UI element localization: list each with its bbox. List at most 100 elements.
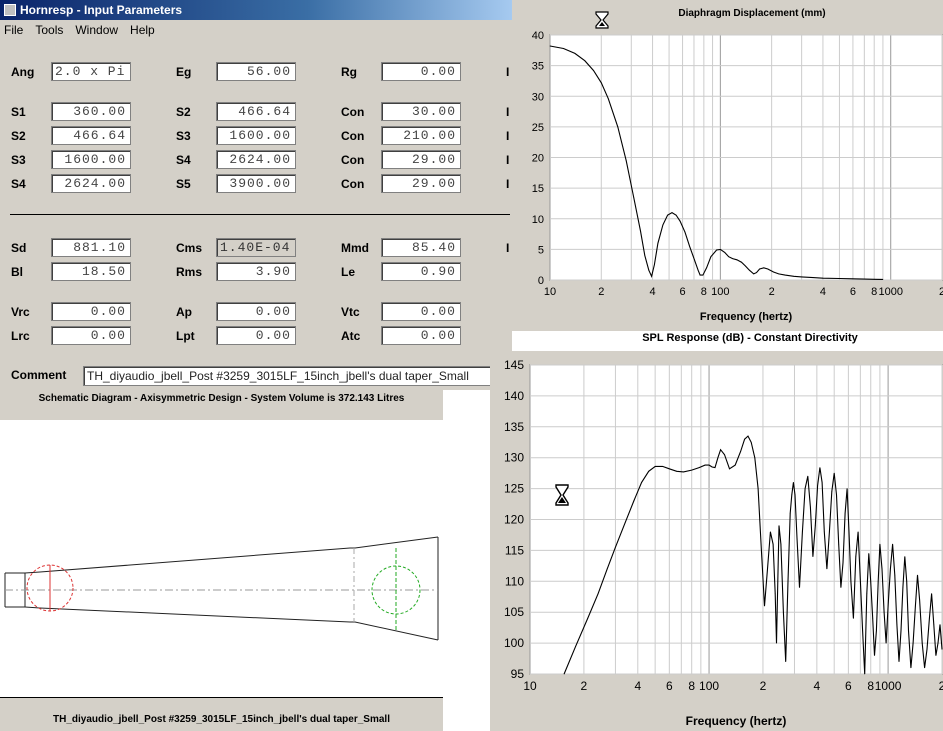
x-tick-label: 6 <box>845 679 852 693</box>
menu-help[interactable]: Help <box>130 23 155 37</box>
param-field-vrc-chambers-0-0[interactable]: 0.00 <box>51 302 131 321</box>
data-point <box>874 655 875 656</box>
data-point <box>770 531 771 533</box>
param-field-eg-row1-1[interactable]: 56.00 <box>216 62 296 81</box>
hourglass-shape <box>555 484 569 506</box>
data-point <box>887 605 889 607</box>
menu-bar: File Tools Window Help <box>0 20 512 40</box>
param-field-atc-chambers-1-2[interactable]: 0.00 <box>381 326 461 345</box>
data-point <box>846 488 848 489</box>
param-field-s3-horn-1-1[interactable]: 1600.00 <box>216 126 296 145</box>
data-point <box>892 543 893 545</box>
param-field-cms-driver-0-1[interactable]: 1.40E-04 <box>216 238 296 257</box>
displacement-chart-window: Diaphragm Displacement (mm) 0 5 10 15 20 25 30… <box>512 0 943 331</box>
param-field-vtc-chambers-0-2[interactable]: 0.00 <box>381 302 461 321</box>
param-field-bl-driver-1-0[interactable]: 18.50 <box>51 262 131 281</box>
window-title: Hornresp - Input Parameters <box>20 3 183 17</box>
data-point <box>741 261 742 263</box>
data-point <box>777 580 779 582</box>
y-tick-label: 125 <box>504 482 524 496</box>
data-point <box>720 449 721 451</box>
param-field-s4-horn-2-1[interactable]: 2624.00 <box>216 150 296 169</box>
param-field-con-horn-2-2[interactable]: 29.00 <box>381 150 461 169</box>
window-titlebar[interactable]: Hornresp - Input Parameters <box>0 0 512 20</box>
data-point <box>728 256 730 258</box>
y-tick-label: 130 <box>504 451 524 465</box>
data-point <box>941 648 943 650</box>
data-point <box>836 494 837 496</box>
param-label-rg-row1-2: Rg <box>341 65 357 79</box>
data-point <box>740 451 741 452</box>
app-icon <box>4 4 16 16</box>
y-tick-label: 30 <box>532 91 544 103</box>
menu-file[interactable]: File <box>4 23 24 37</box>
param-field-con-horn-0-2[interactable]: 30.00 <box>381 102 461 121</box>
data-point <box>778 525 780 527</box>
data-point <box>906 580 908 582</box>
data-point <box>711 466 713 468</box>
param-field-con-horn-1-2[interactable]: 210.00 <box>381 126 461 145</box>
data-point <box>597 593 599 595</box>
data-point <box>691 469 693 471</box>
param-field-rms-driver-1-1[interactable]: 3.90 <box>216 262 296 281</box>
menu-window[interactable]: Window <box>75 23 119 37</box>
data-point <box>915 605 916 607</box>
param-label-vtc-chambers-0-2: Vtc <box>341 305 360 319</box>
schematic-window: Schematic Diagram - Axisymmetric Design … <box>0 390 443 731</box>
param-field-s4-horn-3-0[interactable]: 2624.00 <box>51 174 131 193</box>
x-tick-label: 2 <box>760 679 767 693</box>
data-point <box>754 457 756 459</box>
data-point <box>617 126 619 128</box>
data-point <box>708 464 710 466</box>
data-point <box>764 605 765 607</box>
param-field-rg-row1-2[interactable]: 0.00 <box>381 62 461 81</box>
param-label-s3-horn-1-1: S3 <box>176 129 191 143</box>
data-point <box>783 611 784 613</box>
data-point <box>794 494 796 496</box>
param-field-mmd-driver-0-2[interactable]: 85.40 <box>381 238 461 257</box>
spl-chart-title: SPL Response (dB) - Constant Directivity <box>642 332 858 344</box>
data-point <box>698 467 700 468</box>
param-field-con-horn-3-2[interactable]: 29.00 <box>381 174 461 193</box>
x-tick-label: 6 <box>850 286 856 298</box>
param-field-s2-horn-1-0[interactable]: 466.64 <box>51 126 131 145</box>
param-field-lpt-chambers-1-1[interactable]: 0.00 <box>216 326 296 345</box>
section-divider <box>10 214 510 215</box>
data-point <box>668 468 670 470</box>
data-point <box>744 265 746 267</box>
param-field-ap-chambers-0-1[interactable]: 0.00 <box>216 302 296 321</box>
param-field-s1-horn-0-0[interactable]: 360.00 <box>51 102 131 121</box>
param-field-sd-driver-0-0[interactable]: 881.10 <box>51 238 131 257</box>
x-tick-label: 6 <box>680 286 686 298</box>
param-field-s2-horn-0-1[interactable]: 466.64 <box>216 102 296 121</box>
data-point <box>729 468 730 470</box>
data-point <box>823 531 825 533</box>
param-field-s3-horn-2-0[interactable]: 1600.00 <box>51 150 131 169</box>
data-point <box>796 537 798 539</box>
param-label-vrc-chambers-0-0: Vrc <box>11 305 30 319</box>
data-point <box>860 580 861 582</box>
data-point <box>767 268 769 270</box>
data-point <box>675 214 677 216</box>
param-label-con-horn-2-2: Con <box>341 153 365 167</box>
data-point <box>862 630 863 632</box>
data-point <box>877 580 879 582</box>
x-tick-label: 100 <box>699 679 719 693</box>
param-field-le-driver-1-2[interactable]: 0.90 <box>381 262 461 281</box>
menu-tools[interactable]: Tools <box>35 23 64 37</box>
param-field-ang-row1-0[interactable]: 2.0 x Pi <box>51 62 131 81</box>
param-label-rms-driver-1-1: Rms <box>176 265 203 279</box>
data-point <box>804 488 806 489</box>
comment-field[interactable]: TH_diyaudio_jbell_Post #3259_3015LF_15in… <box>83 366 493 386</box>
data-point <box>761 550 762 551</box>
x-tick-label: 1000 <box>878 286 902 298</box>
data-point <box>657 242 659 244</box>
data-point <box>919 599 920 601</box>
param-field-lrc-chambers-1-0[interactable]: 0.00 <box>51 326 131 345</box>
y-tick-label: 140 <box>504 389 524 403</box>
hourglass-shape <box>595 11 609 29</box>
param-field-s5-horn-3-1[interactable]: 3900.00 <box>216 174 296 193</box>
data-point <box>881 568 883 570</box>
data-point <box>821 482 823 483</box>
param-label-lpt-chambers-1-1: Lpt <box>176 329 195 343</box>
